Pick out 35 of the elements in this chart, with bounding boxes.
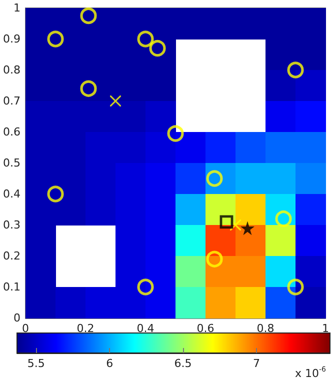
y-tick-label: 0.7: [2, 94, 20, 108]
x-tick-label: 1: [322, 322, 329, 335]
point: [287, 62, 304, 78]
x-tick-label: 0: [22, 322, 29, 335]
point: [137, 278, 154, 296]
point: [206, 250, 223, 268]
y-tick-label: 0.5: [2, 156, 20, 170]
point: [80, 7, 97, 24]
y-tick-label: 0.3: [2, 218, 20, 232]
y-tick-label: 0.6: [2, 126, 20, 138]
color-bar-label: 6.5: [174, 357, 192, 370]
y-tick-label: 0.4: [2, 188, 20, 200]
y-tick-label: 0: [13, 312, 20, 324]
point: [240, 221, 254, 236]
point: [167, 125, 184, 142]
point: [275, 210, 292, 228]
point: [220, 215, 234, 229]
point: [47, 186, 64, 202]
x-tick-label: 0.4: [136, 322, 154, 335]
x-tick-label: 0.6: [196, 322, 214, 335]
x-tick-label: 0.2: [76, 322, 94, 335]
y-tick-label: 0.2: [2, 250, 20, 262]
color-bar-label: 6: [106, 357, 114, 370]
point: [137, 30, 154, 48]
y-tick-label: 0.9: [2, 32, 20, 46]
point: [110, 96, 121, 106]
color-bar-label: 7: [253, 357, 260, 370]
x-tick-label: 0.8: [256, 322, 274, 335]
y-tick-label: 0.8: [2, 64, 20, 76]
color-bar-label: 5.5: [27, 357, 45, 370]
y-tick-label: 1: [13, 2, 20, 14]
point: [47, 30, 64, 48]
point: [80, 80, 97, 97]
y-tick-label: 0.1: [2, 280, 20, 294]
point: [287, 278, 304, 296]
